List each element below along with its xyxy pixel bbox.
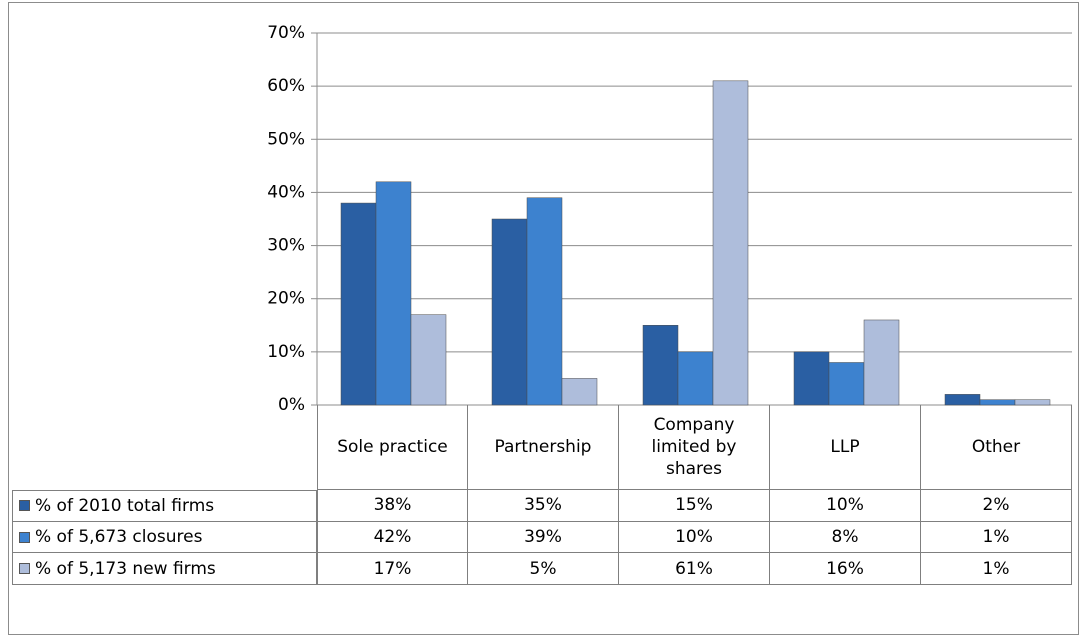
bar: [793, 351, 830, 406]
data-label: 10%: [619, 521, 770, 554]
y-tick-label: 70%: [267, 23, 305, 43]
y-tick-label: 20%: [267, 289, 305, 309]
bar: [340, 202, 377, 406]
bar: [828, 362, 865, 406]
y-tick-label: 40%: [267, 182, 305, 202]
data-label: 16%: [770, 553, 921, 586]
x-tick-label: LLP: [770, 405, 921, 490]
legend-label: % of 2010 total firms: [35, 495, 215, 516]
bar: [712, 80, 749, 406]
bar: [375, 181, 412, 406]
data-label: 35%: [468, 490, 619, 522]
y-tick-label: 30%: [267, 236, 305, 256]
legend-key: [19, 531, 30, 543]
data-label: 10%: [770, 490, 921, 522]
legend-label: % of 5,673 closures: [35, 527, 203, 548]
data-label: 1%: [921, 521, 1072, 554]
legend-key: [19, 563, 30, 575]
x-tick-label: Sole practice: [317, 405, 468, 490]
bar: [642, 325, 679, 406]
bar: [410, 314, 447, 406]
legend-entry: % of 5,673 closures: [12, 521, 317, 554]
bar: [1014, 399, 1051, 406]
data-label: 5%: [468, 553, 619, 586]
data-label: 1%: [921, 553, 1072, 586]
data-label: 39%: [468, 521, 619, 554]
bar: [944, 394, 981, 406]
data-label: 2%: [921, 490, 1072, 522]
data-label: 17%: [317, 553, 468, 586]
bar: [561, 378, 598, 406]
y-tick-label: 0%: [278, 395, 305, 415]
data-label: 38%: [317, 490, 468, 522]
legend-key: [19, 500, 30, 512]
legend-label: % of 5,173 new firms: [35, 558, 216, 579]
bar: [863, 319, 900, 406]
data-label: 15%: [619, 490, 770, 522]
y-tick-label: 10%: [267, 342, 305, 362]
bar: [491, 218, 528, 406]
bar: [677, 351, 714, 406]
legend-entry: % of 2010 total firms: [12, 490, 317, 522]
data-label: 8%: [770, 521, 921, 554]
x-tick-label: Partnership: [468, 405, 619, 490]
x-tick-label: Other: [921, 405, 1072, 490]
legend-entry: % of 5,173 new firms: [12, 553, 317, 586]
data-label: 61%: [619, 553, 770, 586]
chart-frame: [8, 2, 1079, 635]
x-tick-label: Company limited by shares: [619, 405, 770, 490]
y-tick-label: 60%: [267, 76, 305, 96]
y-tick-label: 50%: [267, 129, 305, 149]
data-label: 42%: [317, 521, 468, 554]
bar: [526, 197, 563, 406]
